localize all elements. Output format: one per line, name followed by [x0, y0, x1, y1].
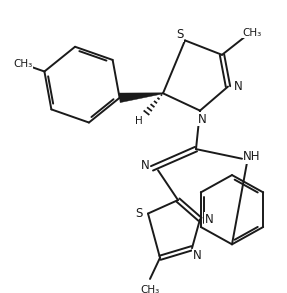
Text: N: N: [205, 213, 213, 226]
Text: N: N: [234, 80, 243, 93]
Text: N: N: [141, 159, 149, 172]
Text: S: S: [135, 207, 143, 220]
Text: NH: NH: [243, 150, 261, 163]
Text: N: N: [193, 249, 201, 262]
Text: CH₃: CH₃: [140, 285, 160, 293]
Text: CH₃: CH₃: [243, 28, 262, 38]
Text: H: H: [135, 116, 143, 126]
Polygon shape: [119, 93, 163, 103]
Text: N: N: [198, 113, 206, 126]
Text: CH₃: CH₃: [13, 59, 32, 69]
Text: S: S: [176, 28, 184, 41]
